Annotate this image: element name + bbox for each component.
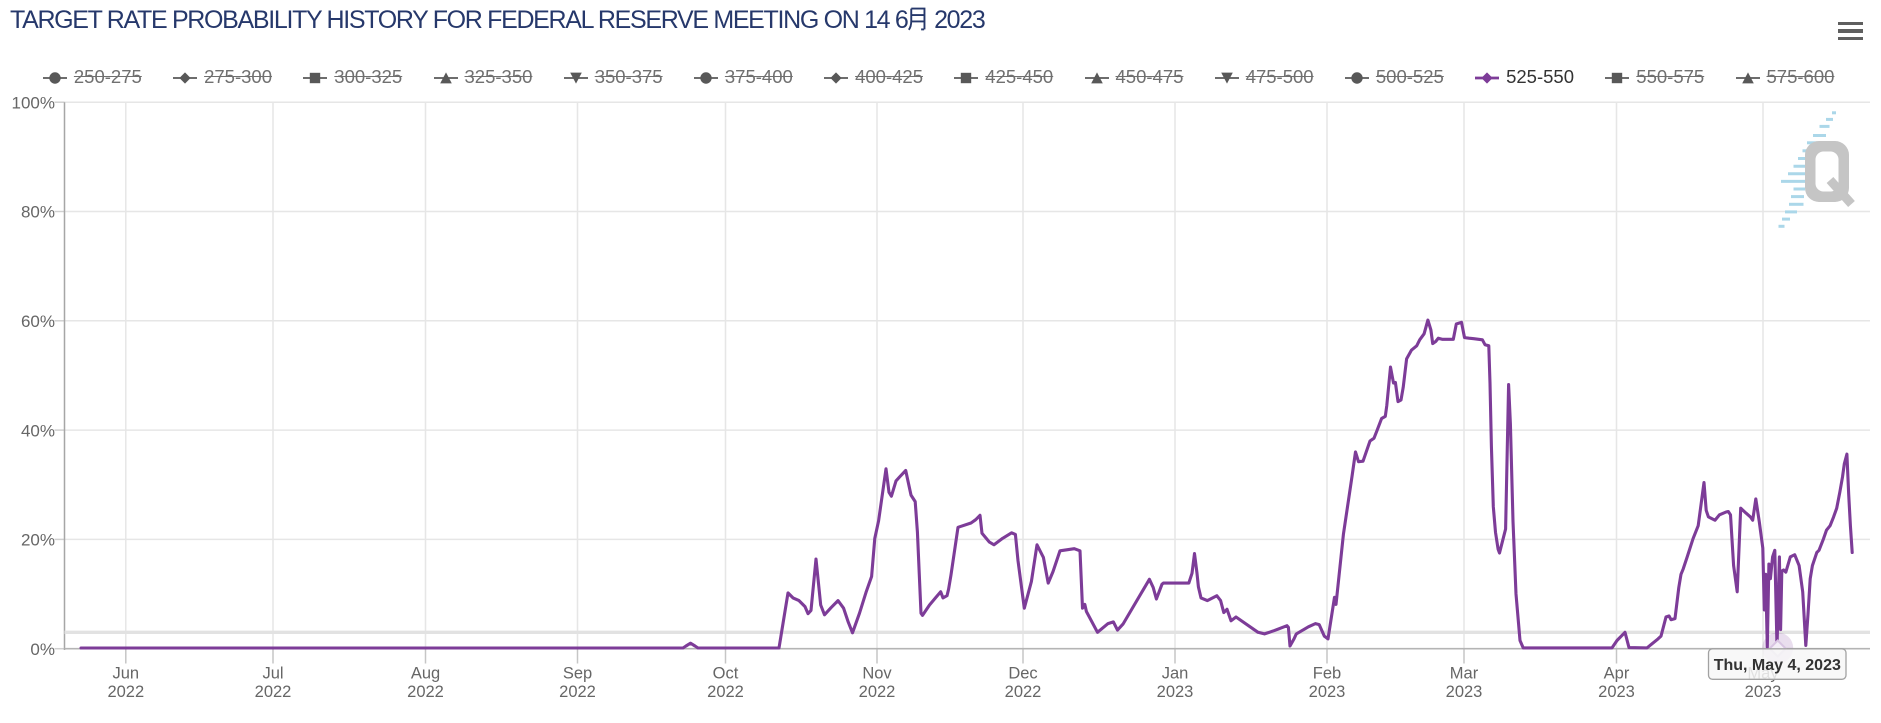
svg-text:80%: 80% — [21, 203, 55, 222]
svg-text:2022: 2022 — [707, 683, 744, 701]
svg-text:2022: 2022 — [1005, 683, 1042, 701]
svg-text:Aug: Aug — [411, 664, 440, 682]
svg-text:Sep: Sep — [563, 664, 592, 682]
svg-text:2022: 2022 — [407, 683, 444, 701]
svg-text:Nov: Nov — [862, 664, 892, 682]
svg-text:Jul: Jul — [262, 664, 283, 682]
svg-text:2023: 2023 — [1157, 683, 1194, 701]
svg-text:2023: 2023 — [1309, 683, 1346, 701]
svg-text:0%: 0% — [30, 640, 55, 659]
svg-text:2023: 2023 — [1446, 683, 1483, 701]
svg-text:Apr: Apr — [1604, 664, 1630, 682]
svg-text:2022: 2022 — [859, 683, 896, 701]
svg-text:2022: 2022 — [255, 683, 292, 701]
svg-text:Thu, May 4, 2023: Thu, May 4, 2023 — [1714, 657, 1841, 674]
svg-text:Dec: Dec — [1008, 664, 1037, 682]
svg-text:2022: 2022 — [107, 683, 144, 701]
svg-text:2022: 2022 — [559, 683, 596, 701]
svg-text:Jan: Jan — [1162, 664, 1189, 682]
svg-text:Jun: Jun — [112, 664, 139, 682]
svg-text:60%: 60% — [21, 312, 55, 331]
svg-text:20%: 20% — [21, 531, 55, 550]
svg-text:Oct: Oct — [713, 664, 739, 682]
svg-text:Mar: Mar — [1450, 664, 1479, 682]
svg-text:2023: 2023 — [1598, 683, 1635, 701]
svg-text:Feb: Feb — [1313, 664, 1341, 682]
svg-text:40%: 40% — [21, 421, 55, 440]
svg-text:100%: 100% — [12, 93, 55, 112]
svg-text:2023: 2023 — [1745, 683, 1782, 701]
